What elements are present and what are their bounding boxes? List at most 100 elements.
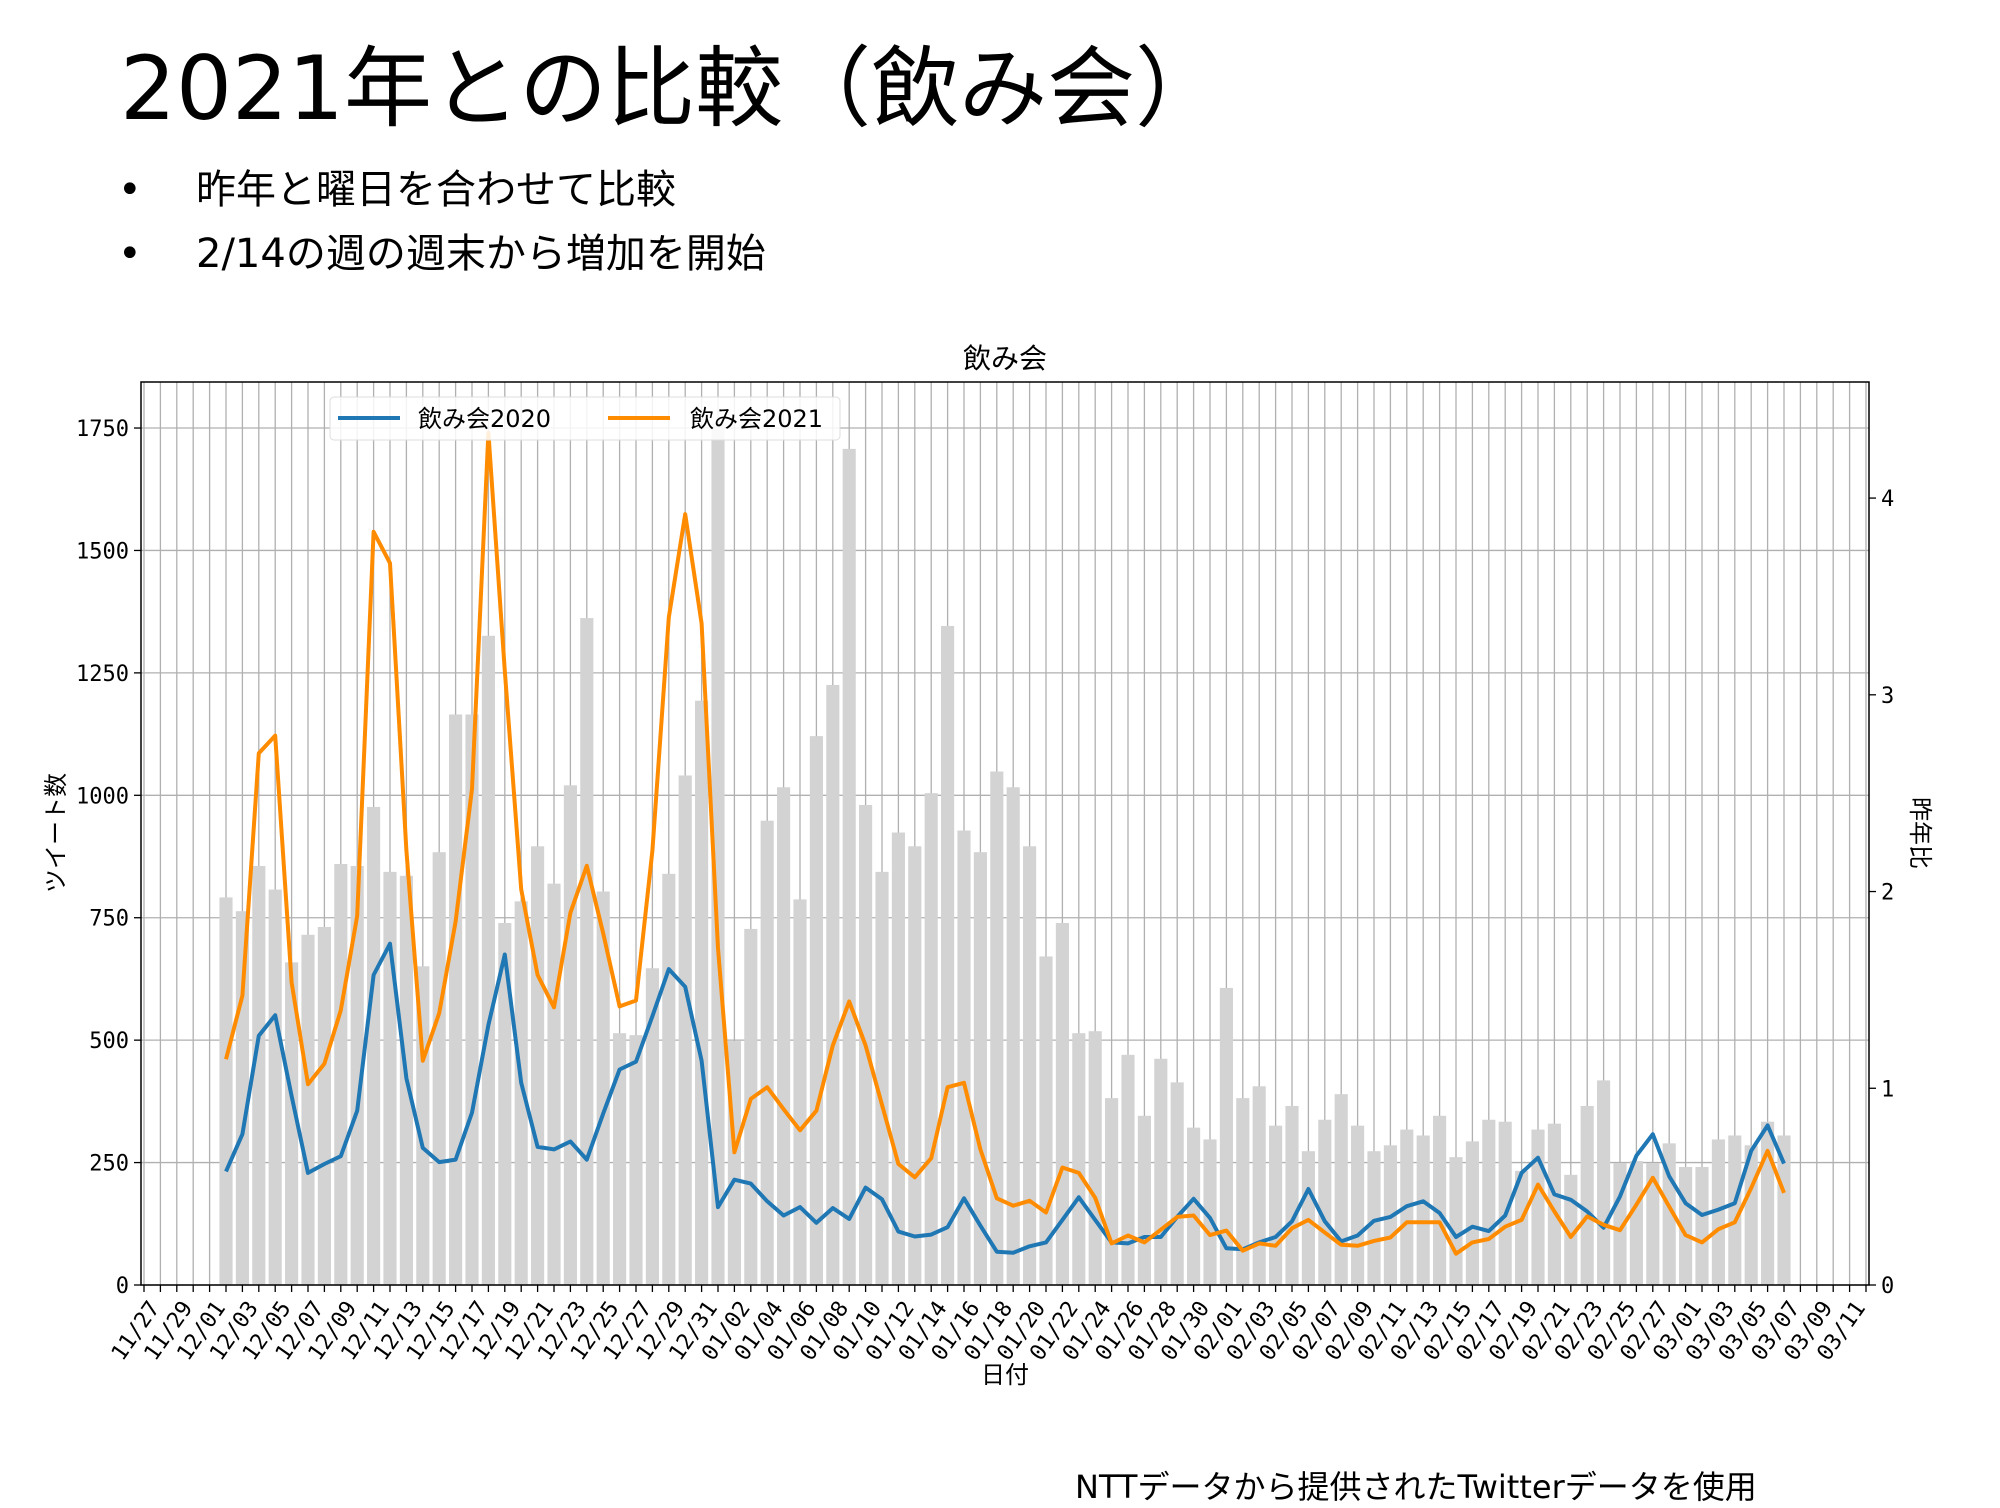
ratio-bar <box>334 863 348 1285</box>
ratio-bar <box>629 1035 643 1285</box>
ratio-bar <box>1547 1123 1561 1285</box>
ratio-bar <box>219 897 233 1285</box>
ratio-bar <box>1449 1157 1463 1285</box>
plot-frame <box>140 381 1870 1286</box>
bullet-item: • 2/14の週の週末から増加を開始 <box>118 222 766 286</box>
bullet-symbol: • <box>118 231 142 277</box>
ratio-bar <box>498 923 512 1285</box>
ratio-bar <box>1465 1141 1479 1285</box>
ratio-bar <box>1023 846 1037 1285</box>
y-tick-label: 1000 <box>76 784 129 809</box>
ratio-bar <box>285 962 299 1285</box>
ratio-bar <box>1367 1151 1381 1285</box>
ratio-bar <box>842 448 856 1285</box>
bullet-text: 2/14の週の週末から増加を開始 <box>196 231 766 277</box>
slide-title: 2021年との比較（飲み会） <box>120 37 1224 140</box>
ratio-bar <box>1236 1098 1250 1285</box>
ratio-bar <box>990 771 1004 1285</box>
ratio-bar <box>678 775 692 1285</box>
ratio-bar <box>1711 1139 1725 1285</box>
ratio-bar <box>301 934 315 1285</box>
ratio-bar <box>514 901 528 1285</box>
ratio-bar <box>1695 1166 1709 1285</box>
ratio-bar <box>1219 987 1233 1285</box>
ratio-bar <box>891 832 905 1285</box>
y-tick-label: 1750 <box>76 417 129 442</box>
y-right-tick-label: 4 <box>1881 487 1894 512</box>
y-tick-label: 250 <box>89 1152 129 1177</box>
bullet-symbol: • <box>118 167 142 213</box>
line-2020 <box>224 941 1786 1255</box>
ratio-bar <box>1416 1135 1430 1285</box>
ratio-bar <box>1121 1054 1135 1285</box>
y-axis-left: 0 250 500 750 1000 1250 1500 1750 <box>76 417 141 1299</box>
ratio-bar <box>1498 1121 1512 1285</box>
ratio-bar <box>367 806 381 1285</box>
y-right-tick-label: 3 <box>1881 684 1894 709</box>
ratio-bar <box>1580 1105 1594 1285</box>
ratio-bar <box>1646 1163 1660 1285</box>
ratio-bar <box>1055 923 1069 1285</box>
ratio-bar <box>1137 1115 1151 1285</box>
y-axis-label-right: 昨年比 <box>1906 797 1934 869</box>
ratio-bar <box>481 635 495 1285</box>
y-tick-label: 0 <box>116 1274 129 1299</box>
ratio-bar <box>1515 1170 1529 1285</box>
ratio-bar <box>711 423 725 1285</box>
ratio-bar <box>1728 1135 1742 1285</box>
bullet-item: • 昨年と曜日を合わせて比較 <box>118 158 766 222</box>
bullet-text: 昨年と曜日を合わせて比較 <box>196 167 676 213</box>
legend-box <box>329 396 841 441</box>
ratio-bar <box>1269 1125 1283 1285</box>
bullet-list: • 昨年と曜日を合わせて比較 • 2/14の週の週末から増加を開始 <box>118 158 766 286</box>
ratio-bar <box>941 625 955 1285</box>
ratio-bar <box>1482 1119 1496 1285</box>
ratio-bar <box>744 928 758 1285</box>
y-tick-label: 750 <box>89 907 129 932</box>
ratio-bar <box>580 618 594 1285</box>
y-tick-label: 1500 <box>76 539 129 564</box>
legend-label-2020: 飲み会2020 <box>418 405 551 433</box>
ratio-bar <box>1629 1161 1643 1285</box>
ratio-bar <box>317 926 331 1285</box>
y-axis-label: ツイート数 <box>42 773 70 893</box>
ratio-bar <box>957 830 971 1285</box>
y-right-tick-label: 1 <box>1881 1077 1894 1102</box>
ratio-bar <box>875 871 889 1285</box>
ratio-bar <box>908 846 922 1285</box>
ratio-bar <box>531 846 545 1285</box>
line-2021 <box>224 430 1786 1256</box>
ratio-bar <box>563 785 577 1285</box>
ratio-bar <box>1006 787 1020 1285</box>
ratio-bar <box>596 891 610 1285</box>
series-lines <box>224 430 1786 1256</box>
ratio-bar <box>547 883 561 1285</box>
y-tick-label: 500 <box>89 1029 129 1054</box>
ratio-bar <box>1597 1080 1611 1285</box>
ratio-bar <box>1187 1127 1201 1285</box>
y-right-tick-label: 0 <box>1881 1274 1894 1299</box>
ratio-bar <box>1088 1031 1102 1285</box>
ratio-bar <box>1072 1033 1086 1285</box>
ratio-bar <box>350 865 364 1285</box>
ratio-bar <box>1777 1135 1791 1285</box>
ratio-bar <box>252 865 266 1285</box>
chart-title: 飲み会 <box>963 342 1047 375</box>
ratio-bar <box>1334 1094 1348 1285</box>
ratio-bar <box>662 873 676 1285</box>
ratio-bar <box>1318 1119 1332 1285</box>
ratio-bar <box>1761 1121 1775 1285</box>
legend: 飲み会2020 飲み会2021 <box>329 396 841 441</box>
ratio-bar <box>1351 1125 1365 1285</box>
ratio-bar <box>268 889 282 1285</box>
ratio-bar <box>777 787 791 1285</box>
ratio-bar <box>613 1033 627 1285</box>
ratio-bar <box>449 714 463 1285</box>
ratio-bar <box>793 899 807 1285</box>
footer-source-note: NTTデータから提供されたTwitterデータを使用 <box>1075 1468 1757 1506</box>
legend-label-2021: 飲み会2021 <box>690 405 823 433</box>
ratio-bar <box>1203 1139 1217 1285</box>
ratio-bar <box>695 700 709 1285</box>
y-right-tick-label: 2 <box>1881 881 1894 906</box>
